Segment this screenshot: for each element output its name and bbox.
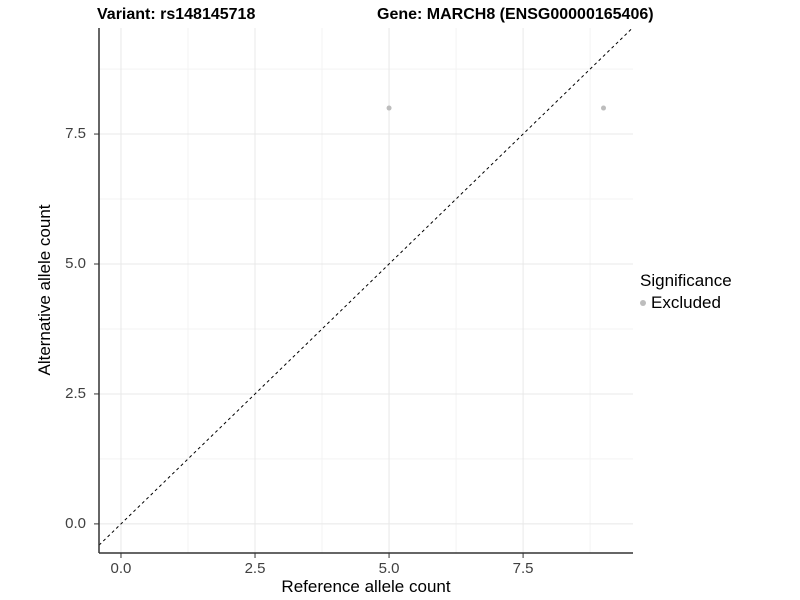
plot-title-gene: Gene: MARCH8 (ENSG00000165406) [377, 6, 654, 23]
legend-item-label: Excluded [651, 293, 721, 312]
data-point [386, 105, 392, 111]
legend-title: Significance [640, 271, 732, 290]
y-tick-label: 0.0 [65, 515, 86, 533]
legend: Significance Excluded [640, 271, 732, 313]
x-tick-label: 5.0 [378, 560, 400, 577]
y-tick-label: 5.0 [65, 255, 86, 273]
plot-title-variant: Variant: rs148145718 [97, 6, 256, 23]
y-tick-label: 7.5 [65, 125, 86, 143]
x-tick-label: 0.0 [110, 560, 132, 577]
identity-reference-line [98, 27, 633, 546]
x-axis-title: Reference allele count [281, 577, 451, 596]
data-point [601, 105, 607, 111]
x-tick-label: 2.5 [244, 560, 266, 577]
x-tick-label: 7.5 [512, 560, 534, 577]
legend-item-excluded: Excluded [640, 293, 732, 313]
y-axis-title: Alternative allele count [35, 204, 54, 376]
y-tick-label: 2.5 [65, 385, 86, 403]
legend-key-dot-icon [640, 300, 646, 306]
